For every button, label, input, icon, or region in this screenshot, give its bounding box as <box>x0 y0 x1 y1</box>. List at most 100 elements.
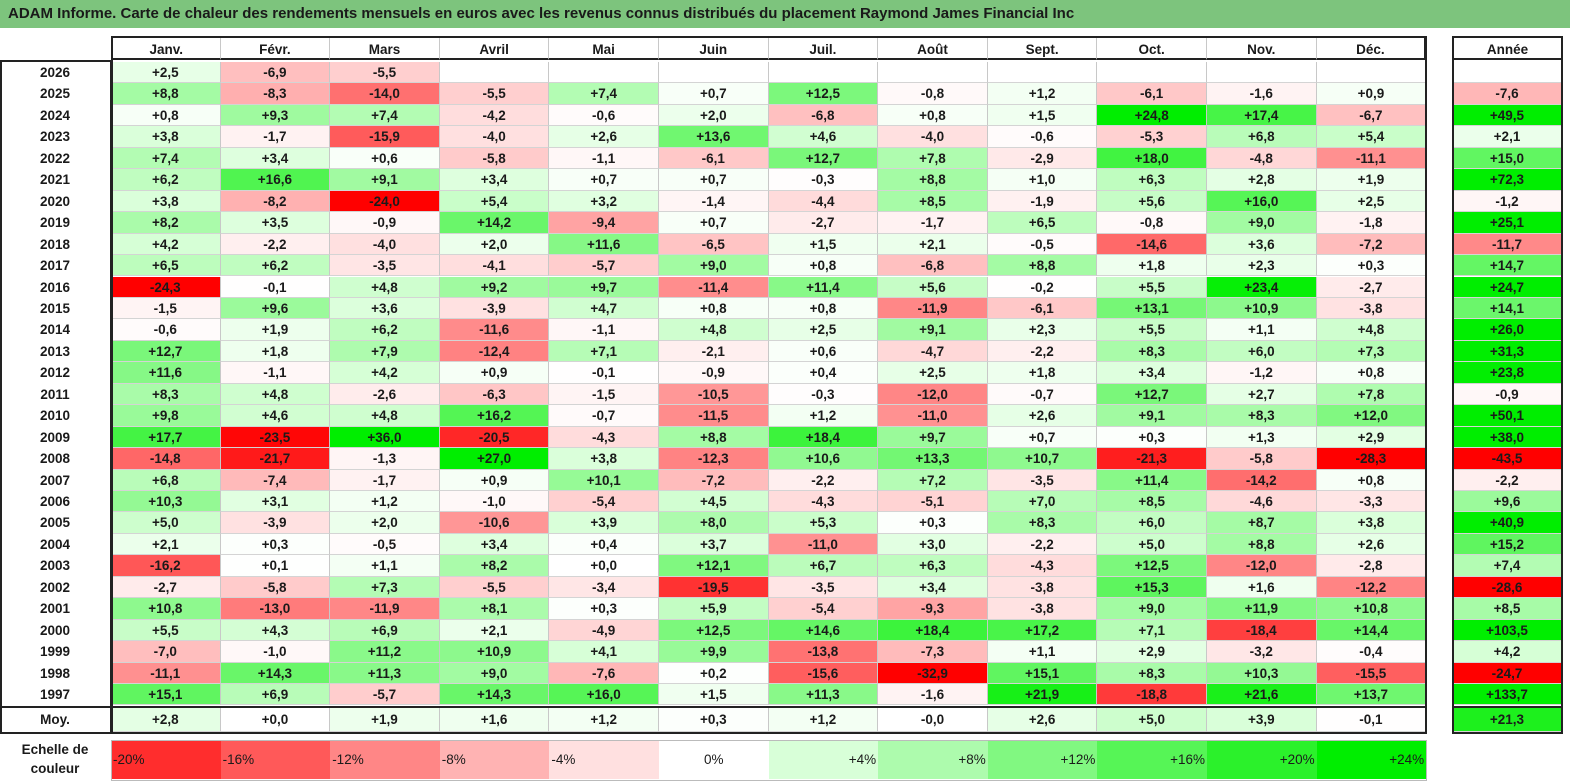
heatmap-cell: +8,8 <box>987 255 1098 277</box>
heatmap-cell: -5,7 <box>330 684 440 706</box>
year-label: 2020 <box>39 193 71 209</box>
year-label: 2022 <box>39 150 71 166</box>
year-label: 2015 <box>39 300 71 316</box>
heatmap-cell: +2,9 <box>1097 641 1207 663</box>
heatmap-cell: -6,1 <box>987 297 1098 320</box>
heatmap-cell: -5,5 <box>330 62 440 84</box>
heatmap-cell <box>659 62 769 84</box>
annual-cell: -43,5 <box>1452 448 1563 470</box>
heatmap-cell: +4,2 <box>330 362 440 384</box>
heatmap-cell: +14,2 <box>439 212 550 234</box>
heatmap-cell: +11,4 <box>1097 469 1207 491</box>
heatmap-cell: +18,0 <box>1097 147 1207 170</box>
heatmap-cell: +7,2 <box>878 469 988 491</box>
heatmap-cell: +6,3 <box>1097 169 1207 191</box>
average-cell: -0,1 <box>1316 707 1427 732</box>
annual-cell: +50,1 <box>1452 405 1563 427</box>
heatmap-cell: -2,2 <box>987 533 1098 556</box>
heatmap-cell: +0,7 <box>549 169 659 191</box>
heatmap-cell: +14,4 <box>1316 619 1427 642</box>
heatmap-cell: +7,4 <box>549 83 659 105</box>
heatmap-cell: +1,8 <box>987 362 1098 384</box>
heatmap-cell: -11,1 <box>111 662 221 685</box>
year-label: 2012 <box>39 365 71 381</box>
heatmap-cell: -6,9 <box>220 62 331 84</box>
heatmap-cell: +17,7 <box>111 426 221 449</box>
heatmap-cell: -7,3 <box>878 641 988 663</box>
heatmap-cell: +13,3 <box>878 448 988 470</box>
heatmap-cell: -11,1 <box>1316 147 1427 170</box>
heatmap-cell: +8,3 <box>111 383 221 406</box>
heatmap-cell: -5,4 <box>549 491 659 513</box>
heatmap-cell: -15,5 <box>1316 662 1427 685</box>
heatmap-cell: +24,8 <box>1097 104 1207 127</box>
heatmap-cell: +9,0 <box>1097 598 1207 620</box>
heatmap-cell: +5,0 <box>1097 533 1207 556</box>
heatmap-cell: +6,2 <box>220 255 331 277</box>
heatmap-cell: +12,0 <box>1316 405 1427 427</box>
heatmap-cell: -1,7 <box>330 469 440 491</box>
heatmap-cell: -0,6 <box>987 126 1098 148</box>
heatmap-cell: +4,3 <box>220 619 331 642</box>
heatmap-cell: +27,0 <box>439 448 550 470</box>
heatmap-cell: +10,3 <box>111 491 221 513</box>
year-label: 2002 <box>39 579 71 595</box>
heatmap-cell: -11,9 <box>878 297 988 320</box>
heatmap-cell: -19,5 <box>659 576 769 599</box>
heatmap-cell: +8,2 <box>439 555 550 577</box>
average-cell: +1,2 <box>768 707 879 732</box>
heatmap-cell: +2,5 <box>768 319 879 341</box>
heatmap-cell: +4,6 <box>768 126 879 148</box>
heatmap-cell: +0,0 <box>549 555 659 577</box>
heatmap-cell: +9,1 <box>1097 405 1207 427</box>
heatmap-cell: +6,0 <box>1097 512 1207 534</box>
heatmap-cell: +2,1 <box>878 233 988 256</box>
annual-cell: +24,7 <box>1452 276 1563 298</box>
year-label: 2025 <box>39 86 71 102</box>
heatmap-cell: -0,6 <box>549 104 659 127</box>
year-label: 1999 <box>39 644 71 660</box>
heatmap-cell: +4,8 <box>1316 319 1427 341</box>
year-label: 2009 <box>39 429 71 445</box>
annual-cell: -11,7 <box>1452 233 1563 256</box>
heatmap-cell: +0,1 <box>220 555 331 577</box>
heatmap-cell: -4,2 <box>439 104 550 127</box>
heatmap-cell: -7,0 <box>111 641 221 663</box>
page-title: ADAM Informe. Carte de chaleur des rende… <box>0 0 1570 28</box>
heatmap-cell: +4,2 <box>111 233 221 256</box>
heatmap-cell: -6,1 <box>659 147 769 170</box>
heatmap-cell: +0,8 <box>768 297 879 320</box>
heatmap-cell: +0,7 <box>659 169 769 191</box>
heatmap-cell: +2,1 <box>439 619 550 642</box>
heatmap-cell: -0,1 <box>549 362 659 384</box>
color-scale-step: +4% <box>768 741 879 779</box>
heatmap-cell: -8,2 <box>220 190 331 213</box>
heatmap-cell: +13,1 <box>1097 297 1207 320</box>
heatmap-cell: -1,1 <box>220 362 331 384</box>
color-scale-step: -8% <box>439 741 550 779</box>
average-cell: +2,6 <box>987 707 1098 732</box>
heatmap-cell: +0,3 <box>878 512 988 534</box>
heatmap-cell: -0,9 <box>659 362 769 384</box>
heatmap-cell: -0,5 <box>987 233 1098 256</box>
year-label: 2006 <box>39 494 71 509</box>
heatmap-cell: +3,4 <box>439 533 550 556</box>
heatmap-cell: +3,6 <box>330 297 440 320</box>
year-label: 2004 <box>39 536 71 552</box>
heatmap-cell: +15,3 <box>1097 576 1207 599</box>
heatmap-cell: +11,6 <box>111 362 221 384</box>
annual-cell: +40,9 <box>1452 512 1563 534</box>
year-label: 2007 <box>39 472 71 488</box>
heatmap-cell: -3,8 <box>987 598 1098 620</box>
heatmap-cell: +3,4 <box>439 169 550 191</box>
heatmap-cell: +0,4 <box>549 533 659 556</box>
heatmap-cell: +8,5 <box>1097 491 1207 513</box>
heatmap-cell: +6,2 <box>330 319 440 341</box>
heatmap-cell: +10,3 <box>1207 662 1317 685</box>
heatmap-cell: -2,1 <box>659 340 769 363</box>
heatmap-cell: -11,0 <box>768 533 879 556</box>
heatmap-cell: +6,5 <box>111 255 221 277</box>
annual-header: Année <box>1452 36 1563 60</box>
average-annual-cell: +21,3 <box>1452 707 1563 732</box>
heatmap-cell: +0,3 <box>549 598 659 620</box>
